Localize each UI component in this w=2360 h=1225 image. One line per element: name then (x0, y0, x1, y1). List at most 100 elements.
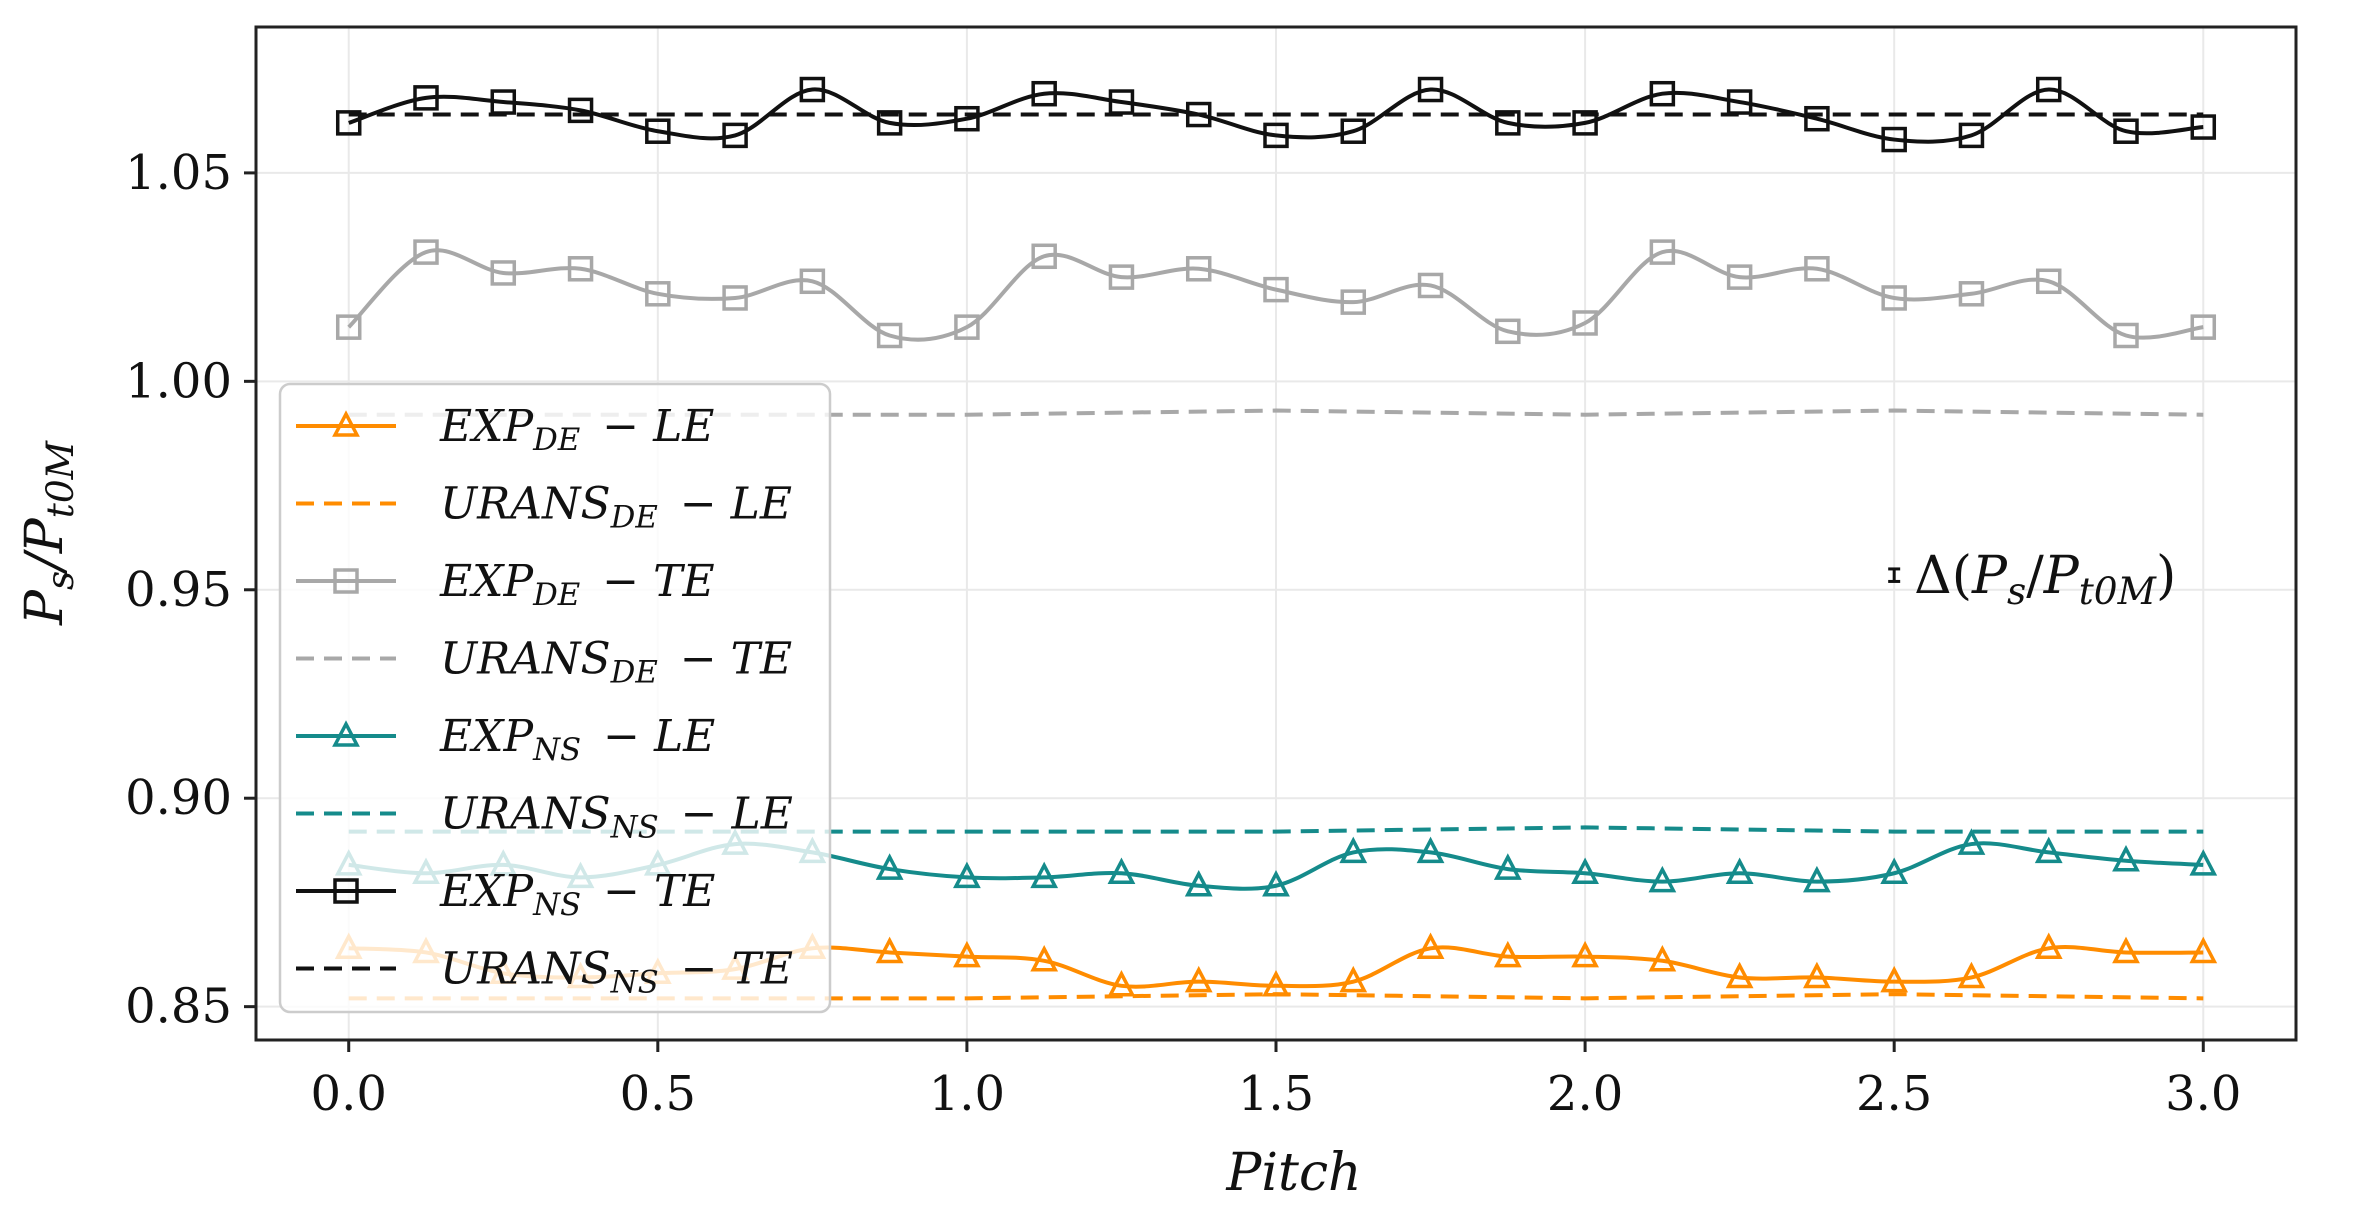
data-point (1416, 836, 1445, 864)
data-point (722, 285, 748, 311)
data-point (722, 122, 748, 149)
legend-item: EXPNS − LE (296, 711, 715, 768)
data-point (1185, 101, 1212, 128)
legend-label: EXPNS − LE (439, 711, 715, 768)
data-point (1339, 836, 1368, 864)
data-point (2034, 836, 2063, 864)
data-point (953, 940, 981, 968)
data-point (875, 936, 904, 964)
data-point (1571, 940, 1599, 968)
data-point (413, 239, 439, 265)
data-point (1263, 276, 1289, 303)
x-tick-label: 1.5 (1238, 1066, 1314, 1122)
series-6 (335, 76, 2217, 153)
x-tick-label: 3.0 (2165, 1066, 2241, 1122)
data-point (2189, 849, 2218, 876)
x-axis-title: Pitch (1225, 1143, 1361, 1203)
data-point (1263, 122, 1289, 149)
data-point (1340, 289, 1367, 315)
data-point (1803, 865, 1831, 893)
data-point (1726, 264, 1753, 290)
y-tick-label: 1.00 (125, 353, 232, 409)
data-point (1030, 945, 1059, 972)
axis-ticks: 0.0 0.5 1.0 1.5 2.0 2.5 3.0 0.85 0.90 0.95 1.00 1.0… (125, 145, 2241, 1122)
data-point (1416, 932, 1445, 960)
data-point (1185, 256, 1212, 282)
x-tick-label: 1.0 (929, 1066, 1005, 1122)
x-tick-label: 0.0 (311, 1066, 387, 1122)
data-point (953, 861, 981, 889)
data-point (1417, 76, 1444, 103)
legend-label: URANSDE − TE (440, 634, 792, 691)
data-point (645, 118, 671, 144)
series-line (348, 87, 2204, 144)
data-point (1649, 80, 1676, 107)
data-point (799, 268, 826, 295)
data-point (1881, 285, 1907, 311)
data-point (1493, 853, 1522, 880)
data-point (1957, 961, 1986, 989)
data-point (1725, 961, 1754, 989)
data-point (954, 105, 980, 132)
data-point (1184, 869, 1213, 897)
legend-label: URANSDE − LE (440, 479, 792, 536)
data-point (1108, 264, 1135, 290)
x-tick-label: 2.5 (1856, 1066, 1932, 1122)
data-point (1804, 105, 1830, 132)
legend-item: EXPDE − LE (296, 401, 714, 458)
legend-item: URANSNS − TE (296, 944, 793, 1001)
y-tick-label: 0.90 (125, 770, 232, 826)
x-tick-label: 0.5 (620, 1066, 696, 1122)
legend-marker (333, 878, 359, 904)
data-point (567, 256, 594, 282)
data-point (1648, 945, 1677, 972)
data-point (1725, 857, 1754, 885)
data-point (1493, 940, 1522, 968)
data-point (1262, 869, 1290, 897)
data-point (1958, 122, 1985, 149)
legend-label: EXPDE − TE (439, 556, 715, 613)
data-point (1495, 110, 1521, 136)
data-point (2113, 118, 2139, 144)
data-point (1339, 965, 1368, 993)
y-tick-label: 0.85 (125, 979, 232, 1035)
data-point (1804, 256, 1830, 282)
legend-label: URANSNS − TE (440, 944, 793, 1001)
data-point (335, 314, 362, 340)
data-point (1031, 243, 1057, 270)
uncertainty-annotation: Δ(Ps/Pt0M) (1888, 546, 2176, 613)
y-tick-label: 0.95 (125, 562, 232, 618)
legend-label: EXPNS − TE (439, 866, 715, 923)
data-point (1649, 239, 1676, 265)
data-point (1572, 110, 1598, 136)
data-point (1340, 118, 1367, 144)
annotation-label: Δ(Ps/Pt0M) (1914, 546, 2176, 613)
legend-frame (278, 382, 832, 1014)
data-point (1495, 318, 1521, 345)
data-point (2189, 936, 2218, 964)
data-point (1648, 865, 1677, 893)
data-point (1571, 857, 1599, 885)
data-point (876, 110, 903, 136)
data-point (1031, 80, 1057, 107)
legend-item: EXPNS − TE (296, 866, 715, 923)
legend-marker (332, 720, 360, 747)
data-point (1803, 961, 1831, 989)
y-tick-label: 1.05 (125, 145, 232, 201)
data-point (2112, 936, 2140, 964)
series-line (347, 248, 2204, 342)
legend-item: URANSDE − TE (296, 634, 792, 691)
data-point (1957, 828, 1986, 855)
data-point (1572, 310, 1598, 336)
data-point (954, 314, 980, 340)
data-point (413, 85, 439, 111)
legend-label: URANSNS − LE (440, 789, 793, 846)
data-point (1880, 965, 1909, 993)
legend-marker (333, 568, 359, 594)
legend-item: URANSNS − LE (296, 789, 793, 846)
x-tick-label: 2.0 (1547, 1066, 1623, 1122)
data-point (1880, 857, 1909, 885)
data-point (567, 97, 594, 124)
y-axis-title: Ps/Pt0M (15, 439, 82, 626)
